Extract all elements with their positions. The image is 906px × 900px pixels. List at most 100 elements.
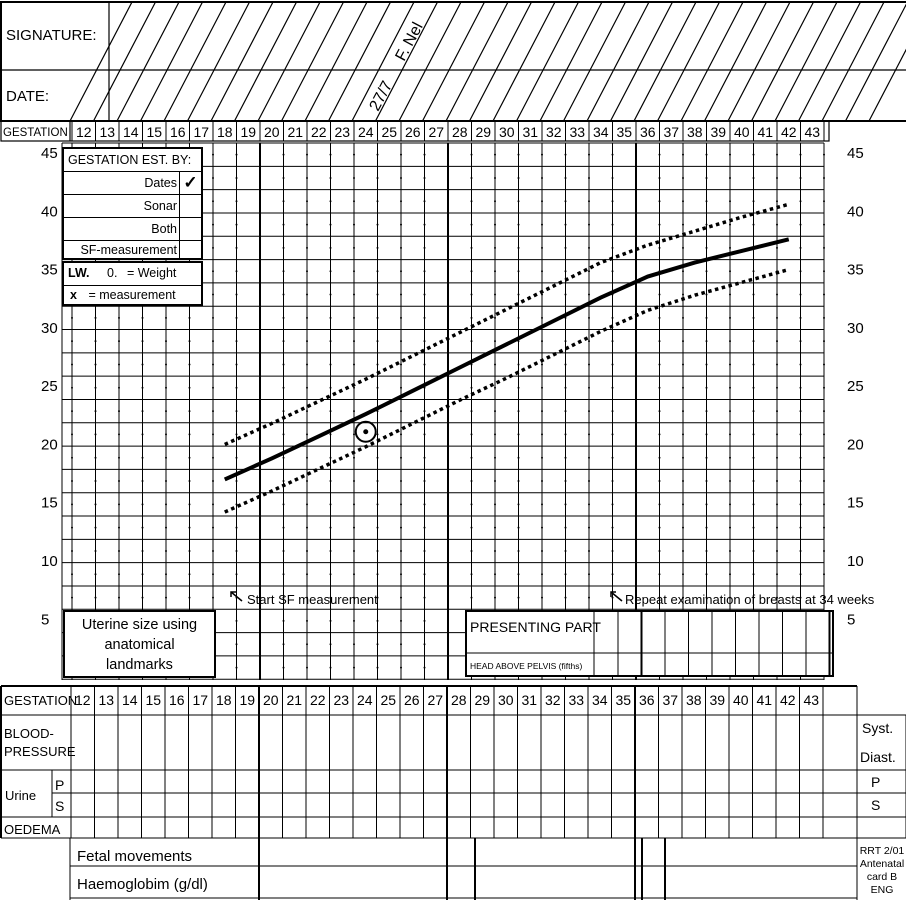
week-header-bottom-28: 28 xyxy=(451,692,467,708)
y-tick-right-10: 10 xyxy=(847,553,864,570)
week-header-37: 37 xyxy=(663,124,679,140)
haemoglobin-label: Haemoglobim (g/dl) xyxy=(77,876,208,893)
urine-s-right: S xyxy=(871,797,880,813)
week-header-17: 17 xyxy=(193,124,209,140)
week-header-14: 14 xyxy=(123,124,139,140)
card-code-3: card B xyxy=(867,871,897,883)
week-header-13: 13 xyxy=(99,124,115,140)
y-tick-left-35: 35 xyxy=(41,262,58,279)
week-header-39: 39 xyxy=(710,124,726,140)
checkmark-icon[interactable]: ✓ xyxy=(179,172,201,194)
est-sonar-checkbox[interactable] xyxy=(179,195,201,217)
y-tick-right-25: 25 xyxy=(847,378,864,395)
week-header-28: 28 xyxy=(452,124,468,140)
urine-p-label: P xyxy=(55,777,64,793)
week-header-bottom-29: 29 xyxy=(474,692,490,708)
week-header-bottom-23: 23 xyxy=(333,692,349,708)
legend-lw: LW. xyxy=(68,266,90,280)
gestation-est-title: GESTATION EST. BY: xyxy=(68,153,192,167)
entry-signature: F. Nel xyxy=(393,20,427,64)
week-header-30: 30 xyxy=(499,124,515,140)
week-header-23: 23 xyxy=(334,124,350,140)
week-header-31: 31 xyxy=(522,124,538,140)
presenting-part-title: PRESENTING PART xyxy=(470,619,601,635)
week-header-43: 43 xyxy=(804,124,820,140)
week-header-36: 36 xyxy=(640,124,656,140)
week-header-bottom-20: 20 xyxy=(263,692,279,708)
start-sf-annotation: Start SF measurement xyxy=(247,592,378,607)
est-dates-row[interactable]: Dates ✓ xyxy=(64,172,201,195)
week-header-bottom-16: 16 xyxy=(169,692,185,708)
week-header-bottom-34: 34 xyxy=(592,692,608,708)
legend-weight-row: LW. 0. = Weight xyxy=(68,266,176,280)
y-tick-right-15: 15 xyxy=(847,495,864,512)
header-diagonal-grid: SIGNATURE: DATE: F. Nel 27/7 xyxy=(0,1,906,122)
week-header-15: 15 xyxy=(146,124,162,140)
week-header-bottom-26: 26 xyxy=(404,692,420,708)
est-both-row[interactable]: Both xyxy=(64,218,201,241)
week-header-bottom-21: 21 xyxy=(286,692,302,708)
week-header-40: 40 xyxy=(734,124,750,140)
y-tick-left-45: 45 xyxy=(41,145,58,162)
week-header-16: 16 xyxy=(170,124,186,140)
est-sonar-label: Sonar xyxy=(143,199,177,213)
week-header-bottom-30: 30 xyxy=(498,692,514,708)
week-header-22: 22 xyxy=(311,124,327,140)
urine-s-label: S xyxy=(55,798,64,814)
presenting-part-sub: HEAD ABOVE PELVIS (fifths) xyxy=(470,661,582,671)
card-code-2: Antenatal xyxy=(860,858,904,870)
legend-meas-symbol: x xyxy=(70,288,77,302)
est-both-label: Both xyxy=(151,222,177,236)
observations-table: 12 13 14 15 16 17 18 19 20 21 22 23 24 25 26 27 28 29 30 31… xyxy=(0,685,906,900)
week-header-bottom-19: 19 xyxy=(239,692,255,708)
week-header-bottom-33: 33 xyxy=(568,692,584,708)
presenting-part-grid: PRESENTING PART HEAD ABOVE PELVIS (fifth… xyxy=(465,610,834,677)
y-tick-left-15: 15 xyxy=(41,495,58,512)
week-header-bottom-39: 39 xyxy=(709,692,725,708)
y-tick-left-10: 10 xyxy=(41,553,58,570)
diast-label: Diast. xyxy=(860,749,896,765)
y-tick-right-45: 45 xyxy=(847,145,864,162)
bp-label-2: PRESSURE xyxy=(4,744,76,759)
y-tick-right-35: 35 xyxy=(847,262,864,279)
legend-meas-text: = measurement xyxy=(88,288,176,302)
week-header-bottom-24: 24 xyxy=(357,692,373,708)
y-tick-left-20: 20 xyxy=(41,436,58,453)
week-header-35: 35 xyxy=(616,124,632,140)
symbols-legend: LW. 0. = Weight x = measurement xyxy=(62,261,203,306)
week-header-33: 33 xyxy=(569,124,585,140)
y-tick-right-20: 20 xyxy=(847,436,864,453)
gestation-label-bottom: GESTATION xyxy=(4,693,77,708)
week-header-bottom-36: 36 xyxy=(639,692,655,708)
est-dates-label: Dates xyxy=(144,176,177,190)
y-tick-left-40: 40 xyxy=(41,203,58,220)
week-header-bottom-43: 43 xyxy=(803,692,819,708)
date-label: DATE: xyxy=(6,88,49,105)
week-header-bottom-25: 25 xyxy=(380,692,396,708)
est-both-checkbox[interactable] xyxy=(179,218,201,240)
y-tick-left-30: 30 xyxy=(41,320,58,337)
week-header-20: 20 xyxy=(264,124,280,140)
card-code-1: RRT 2/01 xyxy=(860,845,905,857)
oedema-label: OEDEMA xyxy=(4,822,61,837)
est-sf-label: SF-measurement xyxy=(80,243,177,257)
measurement-point-0 xyxy=(354,420,377,443)
est-sonar-row[interactable]: Sonar xyxy=(64,195,201,218)
week-header-12: 12 xyxy=(76,124,92,140)
gestation-row-top: GESTATION 12 13 14 15 16 17 18 19 20 21 22 23 24 25 26… xyxy=(0,121,830,142)
gestation-est-title-row: GESTATION EST. BY: xyxy=(64,149,201,172)
legend-measurement-row: x = measurement xyxy=(70,288,176,302)
week-header-bottom-38: 38 xyxy=(686,692,702,708)
y-tick-right-5: 5 xyxy=(847,611,855,628)
uterine-size-box: Uterine size using anatomical landmarks xyxy=(63,610,216,678)
est-sf-row[interactable]: SF-measurement xyxy=(64,241,201,260)
week-header-42: 42 xyxy=(781,124,797,140)
upper-limit-curve xyxy=(224,202,790,447)
week-header-bottom-40: 40 xyxy=(733,692,749,708)
uterine-line-2: anatomical xyxy=(104,637,175,653)
week-header-25: 25 xyxy=(381,124,397,140)
week-header-41: 41 xyxy=(757,124,773,140)
legend-weight-text: = Weight xyxy=(126,266,177,280)
est-sf-checkbox[interactable] xyxy=(179,241,201,260)
week-header-32: 32 xyxy=(546,124,562,140)
